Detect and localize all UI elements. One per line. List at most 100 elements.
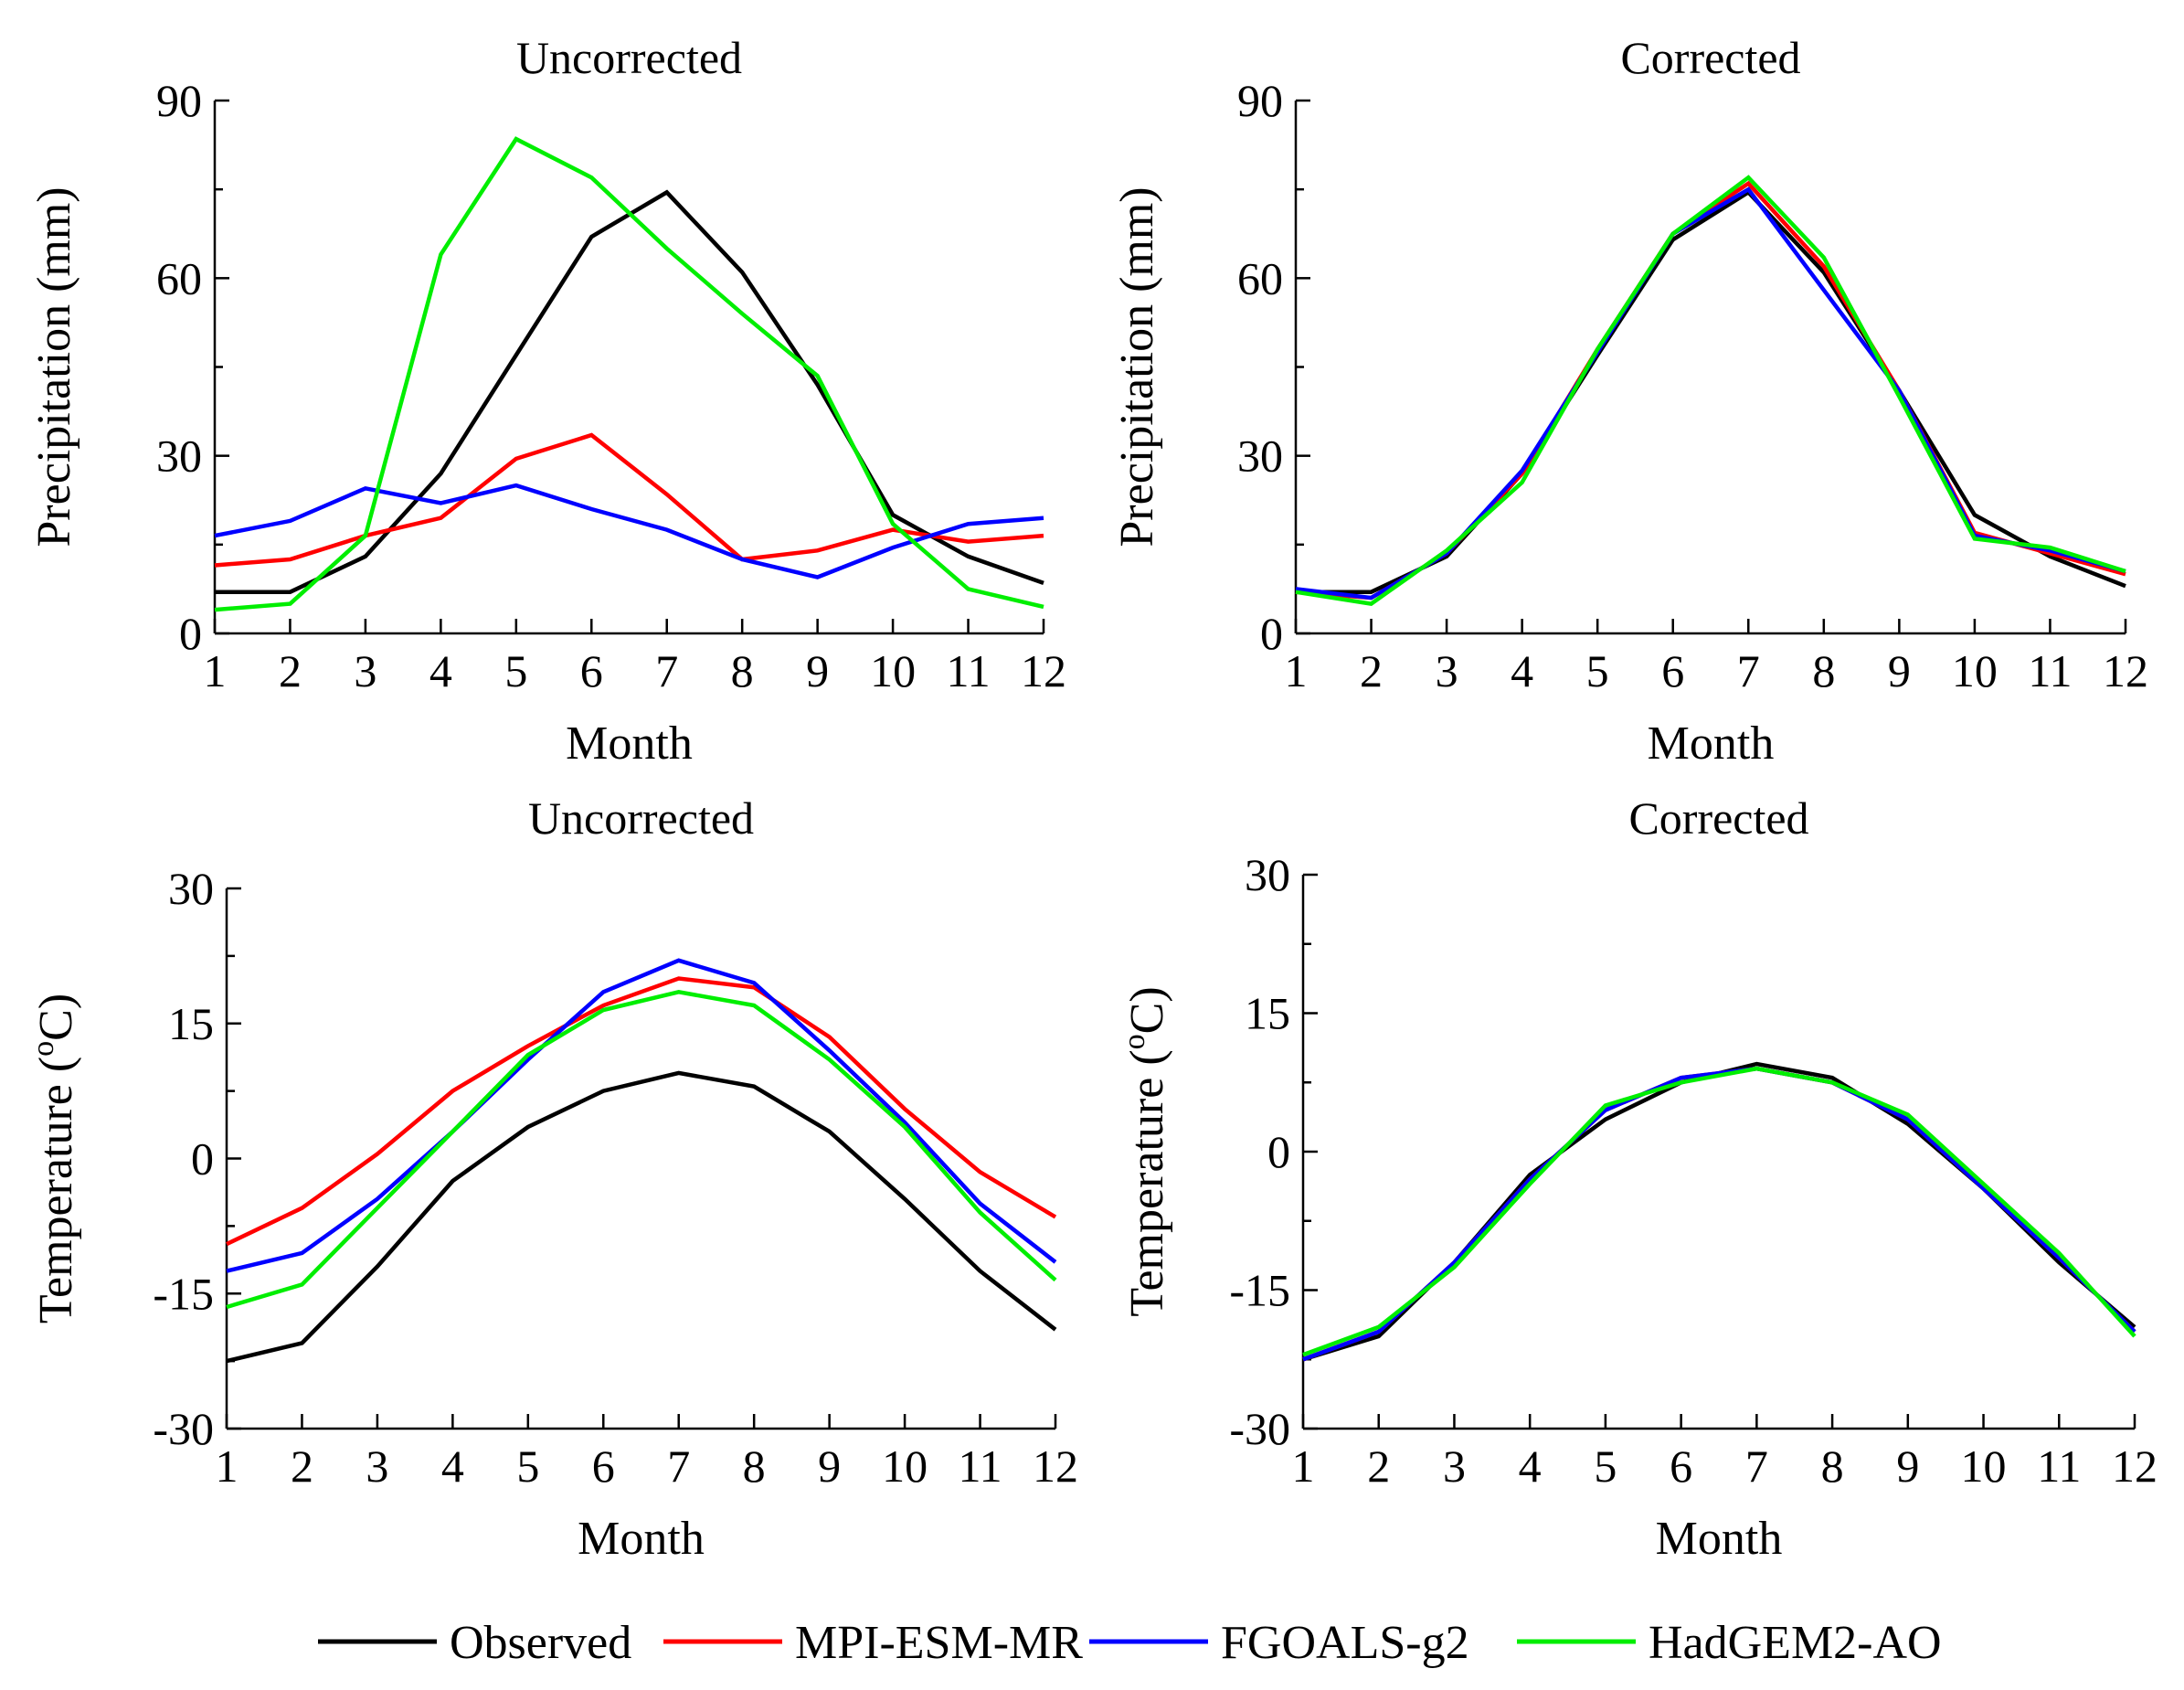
x-tick-label: 10 [1952,645,1998,696]
y-axis-label-text: Precipitation (mm) [1111,186,1163,547]
y-axis-label-text: Precipitation (mm) [28,186,80,547]
y-tick-label: 0 [1267,1126,1290,1177]
x-tick-label: 9 [1896,1440,1919,1492]
legend-item-mpi-esm-mr: MPI-ESM-MR [663,1617,1083,1669]
x-tick-label: 12 [1033,1440,1078,1492]
x-tick-label: 6 [592,1440,615,1492]
x-tick-label: 11 [2028,645,2072,696]
x-tick-label: 2 [291,1440,313,1492]
y-tick-label: 15 [168,998,214,1049]
y-axis-label-superscript: o [1118,1034,1151,1049]
x-tick-label: 8 [1812,645,1835,696]
x-tick-label: 12 [2112,1440,2157,1492]
x-tick-label: 2 [1360,645,1383,696]
x-tick-label: 8 [731,645,754,696]
legend-label: MPI-ESM-MR [795,1617,1083,1669]
series-line-observed [1296,189,2126,594]
x-tick-label: 2 [1367,1440,1390,1492]
x-tick-label: 11 [2037,1440,2081,1492]
y-tick-label: 0 [191,1133,214,1185]
x-axis-label: Month [578,1513,705,1565]
x-tick-label: 1 [1292,1440,1315,1492]
x-tick-label: 10 [1961,1440,2007,1492]
x-tick-label: 8 [1821,1440,1844,1492]
x-tick-label: 2 [279,645,302,696]
x-axis-label: Month [1656,1513,1783,1565]
legend-item-hadgem2-ao: HadGEM2-AO [1517,1617,1942,1669]
y-axis-label-unit: C) [1121,986,1173,1034]
x-tick-label: 3 [354,645,376,696]
y-tick-label: 30 [168,863,214,914]
series-line-fgoals-g2 [1295,186,2126,601]
x-tick-label: 5 [1594,1440,1617,1492]
y-tick-label: 60 [156,252,202,303]
x-axis-label: Month [1648,717,1775,770]
x-tick-label: 9 [818,1440,841,1492]
x-tick-label: 8 [743,1440,766,1492]
x-tick-label: 6 [1661,645,1684,696]
y-tick-label: 30 [1237,430,1283,482]
x-tick-label: 6 [580,645,603,696]
series-line-hadgem2-ao [214,136,1044,612]
legend-label: HadGEM2-AO [1649,1617,1942,1669]
x-tick-label: 5 [516,1440,539,1492]
y-tick-label: 90 [1237,75,1283,126]
series-line-hadgem2-ao [226,990,1057,1310]
series-line-hadgem2-ao [1302,1066,2136,1357]
y-tick-label: 60 [1237,252,1283,303]
x-tick-label: 1 [1285,645,1308,696]
x-tick-label: 4 [441,1440,464,1492]
chart-title: Corrected [1620,32,1800,83]
x-tick-label: 4 [1511,645,1533,696]
x-tick-label: 11 [946,645,990,696]
x-tick-label: 7 [1737,645,1760,696]
x-tick-label: 1 [216,1440,239,1492]
y-axis-label-text: Temperature ( [1121,1049,1173,1316]
y-tick-label: 15 [1245,988,1290,1039]
x-tick-label: 3 [1436,645,1458,696]
x-tick-label: 10 [870,645,916,696]
series-line-hadgem2-ao [1295,175,2126,606]
y-tick-label: -15 [153,1268,214,1319]
y-axis-label-text: Temperature ( [30,1057,82,1323]
y-tick-label: 0 [1260,608,1283,659]
legend: Observed MPI-ESM-MR FGOALS-g2 HadGEM2-AO [318,1617,1942,1669]
x-tick-label: 1 [204,645,227,696]
series-line-observed [226,1070,1057,1364]
x-tick-label: 4 [429,645,452,696]
y-tick-label: 0 [179,608,202,659]
y-tick-label: -30 [153,1403,214,1454]
x-tick-label: 6 [1670,1440,1692,1492]
y-axis-label-superscript: o [27,1041,60,1057]
x-tick-label: 9 [1888,645,1911,696]
x-tick-label: 3 [366,1440,388,1492]
x-tick-label: 5 [1586,645,1609,696]
chart-title: Uncorrected [516,32,742,83]
x-tick-label: 12 [2103,645,2148,696]
y-tick-label: 30 [156,430,202,482]
legend-item-fgoals-g2: FGOALS-g2 [1089,1617,1469,1669]
y-axis-label: Temperature (oC) [1118,986,1173,1316]
series-line-fgoals-g2 [226,958,1057,1273]
x-tick-label: 5 [504,645,527,696]
series-line-fgoals-g2 [214,483,1044,579]
series-line-mpi-esm-mr [1295,180,2126,601]
y-tick-label: 90 [156,75,202,126]
series-line-mpi-esm-mr [214,432,1044,568]
legend-label: Observed [450,1617,631,1669]
x-axis-label: Month [566,717,693,770]
x-tick-label: 4 [1519,1440,1542,1492]
x-tick-label: 7 [1745,1440,1768,1492]
legend-item-observed: Observed [318,1617,631,1669]
x-tick-label: 7 [667,1440,690,1492]
y-tick-label: 30 [1245,849,1290,900]
y-tick-label: -30 [1229,1403,1290,1454]
y-tick-label: -15 [1229,1265,1290,1316]
x-tick-label: 7 [655,645,678,696]
